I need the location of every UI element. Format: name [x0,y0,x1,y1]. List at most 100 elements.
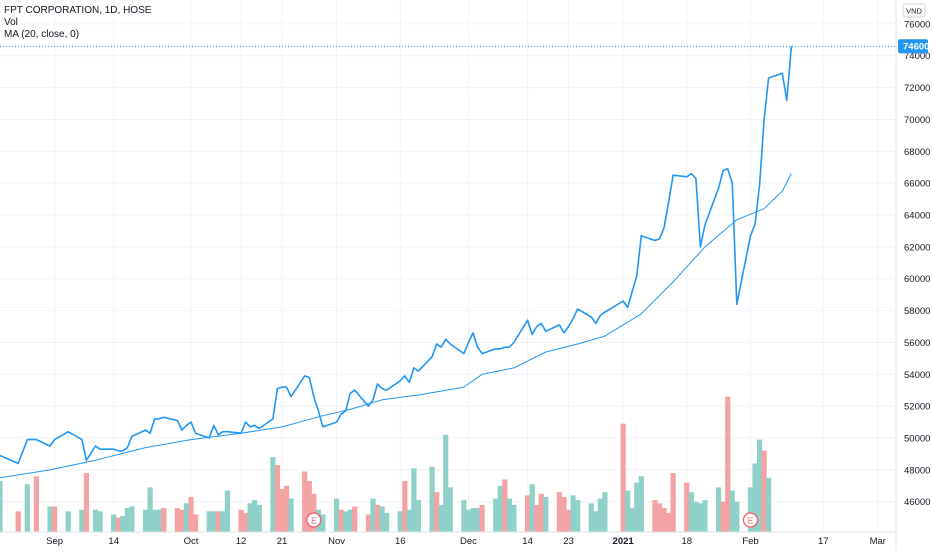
volume-bars [0,396,772,532]
y-tick-label: 72000 [904,83,930,94]
earnings-marker-label: E [748,516,753,525]
y-tick-label: 56000 [904,338,930,349]
grid [0,0,896,532]
x-tick-label: 17 [818,536,829,547]
earnings-marker[interactable] [306,512,322,528]
y-tick-label: 62000 [904,242,930,253]
volume-bar [92,509,99,532]
price-line-layer [0,46,793,465]
volume-bar [211,511,217,532]
volume-bar [470,508,476,532]
x-tick-label: 2021 [613,536,635,547]
volume-bar [570,495,576,532]
x-tick-label: Feb [742,536,758,547]
y-tick-label: 74000 [904,51,930,62]
volume-bar [720,501,726,532]
volume-bar [374,504,381,532]
volume-bar [529,484,535,532]
volume-bar [188,496,194,532]
volume-bar [156,509,162,532]
volume-bar [347,509,353,532]
currency-label: VND [906,7,922,16]
volume-bar [179,509,185,532]
volume-bar [634,482,640,532]
volume-bar [652,500,658,532]
volume-bar [688,492,694,532]
volume-bar [506,498,513,532]
y-tick-label: 46000 [904,497,930,508]
volume-bar [15,511,21,532]
volume-bar [702,500,708,532]
volume-bar [270,457,276,532]
volume-bar [766,477,772,532]
volume-bar [352,506,358,532]
volume-bar [397,511,403,532]
x-tick-label: Nov [328,536,345,547]
x-tick-label: 16 [395,536,406,547]
volume-bar [565,509,572,532]
volume-bar [497,485,503,532]
x-tick-label: 14 [108,536,119,547]
volume-bar [411,468,417,532]
volume-bar [24,484,30,532]
volume-bar [224,490,231,532]
volume-bar [438,504,444,532]
volume-bar [434,492,440,532]
volume-bar [752,463,758,532]
volume-bar [716,487,722,532]
y-tick-label: 76000 [904,19,930,30]
legend-ma[interactable]: MA (20, close, 0) [4,29,80,40]
volume-bar [534,504,540,532]
y-tick-label: 70000 [904,115,930,126]
volume-bar [697,503,704,532]
close-price-line [0,46,793,465]
volume-bar [661,508,667,532]
volume-bar [538,493,544,532]
volume-bar [725,396,731,532]
x-tick-label: 12 [236,536,247,547]
volume-bar [243,512,249,532]
volume-bar [474,508,481,532]
volume-bar [206,511,212,532]
volume-bar [238,509,244,532]
volume-bar [97,511,103,532]
x-tick-label: Oct [184,536,199,547]
y-tick-label: 48000 [904,465,930,476]
volume-bar [256,504,262,532]
volume-bar [174,508,180,532]
volume-bar [429,466,435,532]
volume-bar [415,500,422,532]
volume-bar [338,509,344,532]
volume-bar [620,423,626,532]
volume-bar [215,511,221,532]
x-tick-label: 18 [681,536,692,547]
legend-symbol[interactable]: FPT CORPORATION, 1D, HOSE [4,5,152,16]
ma-line [0,173,792,479]
volume-bar [684,482,690,532]
x-tick-label: Mar [870,536,886,547]
volume-bar [575,500,581,532]
volume-bar [402,481,408,532]
volume-bar [320,514,326,532]
legend-volume[interactable]: Vol [4,17,18,28]
last-price-label: 74600 [903,42,929,53]
volume-bar [524,495,531,532]
x-tick-label: 21 [277,536,288,547]
volume-bar [493,498,499,532]
volume-bar [465,509,472,532]
volume-bar [406,509,412,532]
volume-bar [656,503,663,532]
volume-bar [83,473,90,532]
volume-bar [274,465,281,532]
volume-bar [306,481,312,532]
volume-bar [51,506,58,532]
earnings-marker[interactable] [742,512,759,528]
volume-bar [747,487,754,532]
volume-bar [665,512,672,532]
volume-bar [333,498,340,532]
volume-bar [283,485,290,532]
volume-bar [638,476,644,532]
